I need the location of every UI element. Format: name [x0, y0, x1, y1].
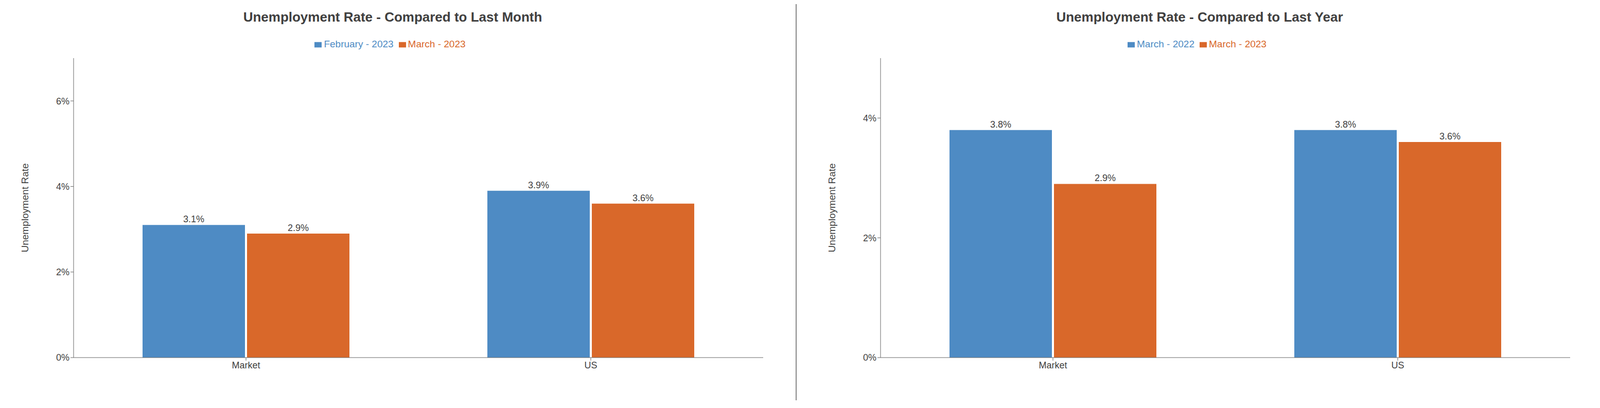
svg-text:0%: 0%: [863, 352, 877, 363]
html-text:March - 2022: March - 2022: [1136, 38, 1195, 50]
svg-text:Market: Market: [1038, 360, 1067, 371]
svg-text:4%: 4%: [863, 113, 877, 124]
svg-text:3.6%: 3.6%: [632, 192, 654, 204]
svg-text:2.9%: 2.9%: [287, 222, 309, 234]
svg-text:3.9%: 3.9%: [528, 180, 550, 191]
svg-text:Market: Market: [231, 360, 260, 371]
svg-text:Unemployment Rate: Unemployment Rate: [19, 163, 31, 253]
html-text:March - 2023: March - 2023: [407, 38, 466, 50]
svg-text:6%: 6%: [56, 96, 70, 107]
svg-text:3.6%: 3.6%: [1439, 131, 1461, 142]
svg-text:3.1%: 3.1%: [183, 214, 205, 225]
svg-text:Unemployment Rate: Unemployment Rate: [826, 163, 838, 253]
svg-text:US: US: [584, 360, 597, 371]
svg-text:3.8%: 3.8%: [1334, 119, 1357, 130]
svg-text:2%: 2%: [56, 267, 70, 278]
html-text:February - 2023: February - 2023: [323, 38, 394, 50]
svg-text:2.9%: 2.9%: [1094, 172, 1116, 184]
html-text:March - 2023: March - 2023: [1208, 38, 1267, 50]
svg-text:2%: 2%: [863, 233, 877, 244]
svg-text:0%: 0%: [56, 352, 70, 363]
html-text:Unemployment Rate - Compared t: Unemployment Rate - Compared to Last Mon…: [243, 9, 543, 25]
svg-text:4%: 4%: [56, 181, 70, 192]
svg-text:3.8%: 3.8%: [990, 119, 1012, 130]
svg-text:US: US: [1391, 360, 1404, 371]
html-text:Unemployment Rate - Compared t: Unemployment Rate - Compared to Last Yea…: [1056, 9, 1343, 25]
